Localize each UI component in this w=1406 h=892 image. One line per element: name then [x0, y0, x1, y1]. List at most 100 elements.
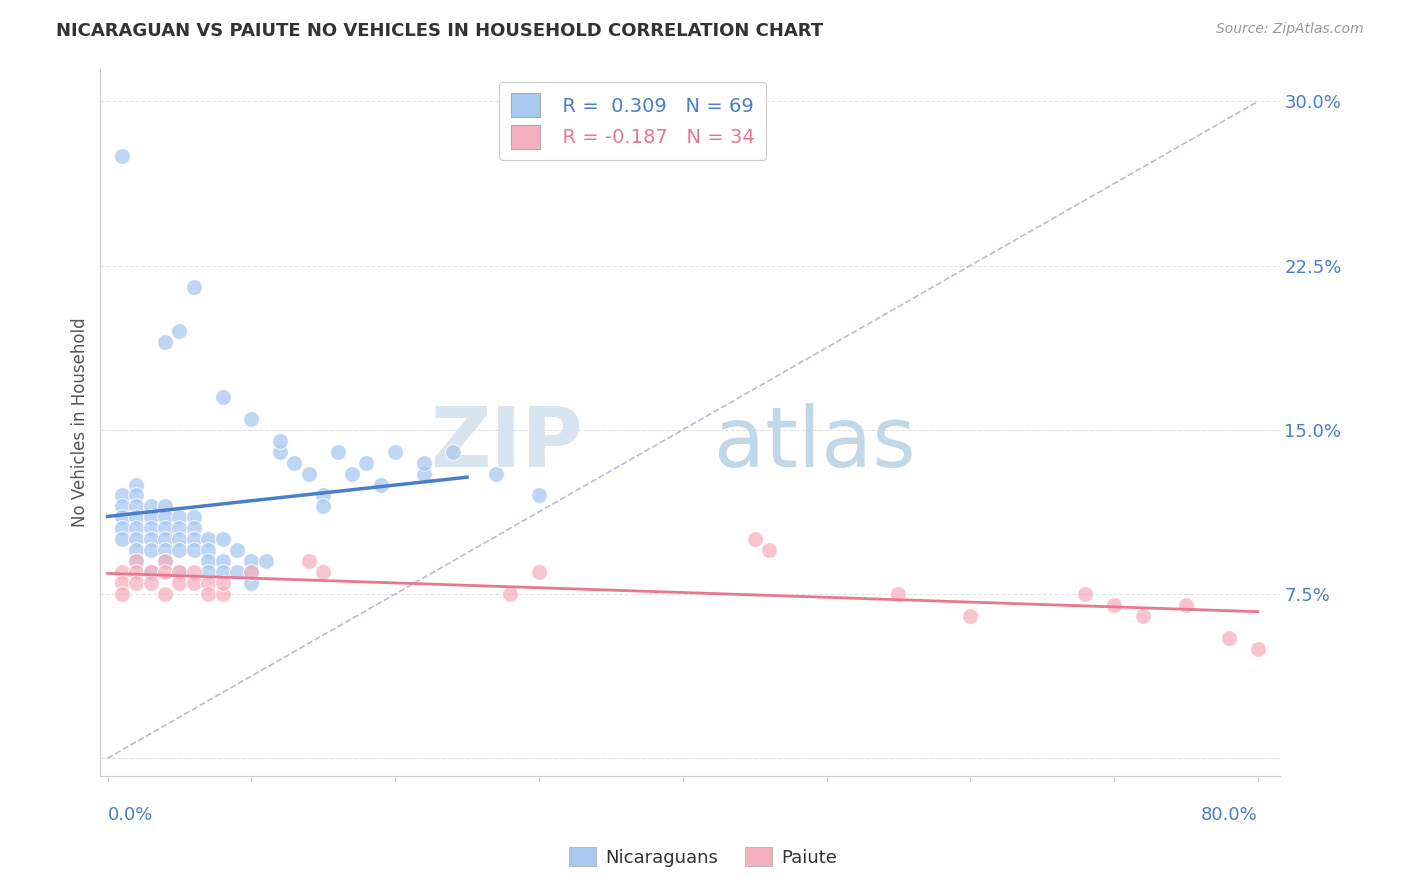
Point — [139, 533, 162, 547]
Point — [183, 510, 205, 524]
Point — [183, 280, 205, 294]
Point — [527, 488, 550, 502]
Point — [197, 576, 219, 591]
Point — [153, 335, 176, 350]
Legend: Nicaraguans, Paiute: Nicaraguans, Paiute — [562, 840, 844, 874]
Point — [111, 533, 134, 547]
Point — [1247, 641, 1270, 656]
Point — [254, 554, 277, 568]
Point — [111, 521, 134, 535]
Point — [125, 565, 148, 579]
Point — [153, 565, 176, 579]
Point — [139, 521, 162, 535]
Text: Source: ZipAtlas.com: Source: ZipAtlas.com — [1216, 22, 1364, 37]
Point — [139, 543, 162, 558]
Point — [153, 521, 176, 535]
Point — [1074, 587, 1097, 601]
Point — [125, 510, 148, 524]
Point — [153, 554, 176, 568]
Point — [758, 543, 780, 558]
Point — [125, 576, 148, 591]
Point — [959, 608, 981, 623]
Text: 0.0%: 0.0% — [107, 806, 153, 824]
Point — [169, 521, 191, 535]
Point — [125, 488, 148, 502]
Point — [340, 467, 363, 481]
Point — [211, 576, 233, 591]
Point — [169, 533, 191, 547]
Point — [413, 467, 436, 481]
Point — [1175, 598, 1198, 612]
Point — [183, 533, 205, 547]
Point — [169, 324, 191, 338]
Point — [125, 533, 148, 547]
Point — [413, 456, 436, 470]
Point — [125, 543, 148, 558]
Point — [356, 456, 378, 470]
Point — [183, 543, 205, 558]
Point — [499, 587, 522, 601]
Text: atlas: atlas — [713, 403, 915, 483]
Point — [211, 533, 233, 547]
Point — [153, 587, 176, 601]
Point — [139, 510, 162, 524]
Text: 80.0%: 80.0% — [1201, 806, 1258, 824]
Point — [125, 554, 148, 568]
Point — [312, 488, 335, 502]
Point — [153, 500, 176, 514]
Point — [240, 412, 263, 426]
Point — [298, 554, 321, 568]
Point — [211, 587, 233, 601]
Point — [111, 565, 134, 579]
Point — [169, 510, 191, 524]
Point — [125, 500, 148, 514]
Point — [298, 467, 321, 481]
Point — [153, 533, 176, 547]
Point — [153, 554, 176, 568]
Point — [139, 565, 162, 579]
Point — [169, 576, 191, 591]
Point — [312, 500, 335, 514]
Point — [153, 543, 176, 558]
Point — [744, 533, 766, 547]
Point — [240, 576, 263, 591]
Point — [326, 444, 349, 458]
Point — [125, 554, 148, 568]
Point — [1218, 631, 1240, 645]
Point — [1102, 598, 1125, 612]
Point — [312, 565, 335, 579]
Legend:   R =  0.309   N = 69,   R = -0.187   N = 34: R = 0.309 N = 69, R = -0.187 N = 34 — [499, 82, 766, 161]
Point — [211, 554, 233, 568]
Point — [197, 554, 219, 568]
Point — [139, 565, 162, 579]
Point — [111, 576, 134, 591]
Point — [197, 565, 219, 579]
Point — [183, 576, 205, 591]
Point — [153, 510, 176, 524]
Point — [139, 500, 162, 514]
Point — [111, 510, 134, 524]
Y-axis label: No Vehicles in Household: No Vehicles in Household — [72, 318, 89, 527]
Point — [527, 565, 550, 579]
Point — [226, 543, 249, 558]
Point — [125, 521, 148, 535]
Point — [111, 500, 134, 514]
Point — [139, 576, 162, 591]
Point — [485, 467, 508, 481]
Point — [111, 587, 134, 601]
Point — [169, 565, 191, 579]
Point — [1132, 608, 1154, 623]
Point — [269, 444, 291, 458]
Point — [370, 477, 392, 491]
Point — [887, 587, 910, 601]
Point — [183, 565, 205, 579]
Point — [283, 456, 305, 470]
Point — [226, 565, 249, 579]
Point — [240, 565, 263, 579]
Point — [111, 488, 134, 502]
Point — [240, 565, 263, 579]
Point — [240, 554, 263, 568]
Point — [211, 565, 233, 579]
Point — [197, 587, 219, 601]
Point — [211, 390, 233, 404]
